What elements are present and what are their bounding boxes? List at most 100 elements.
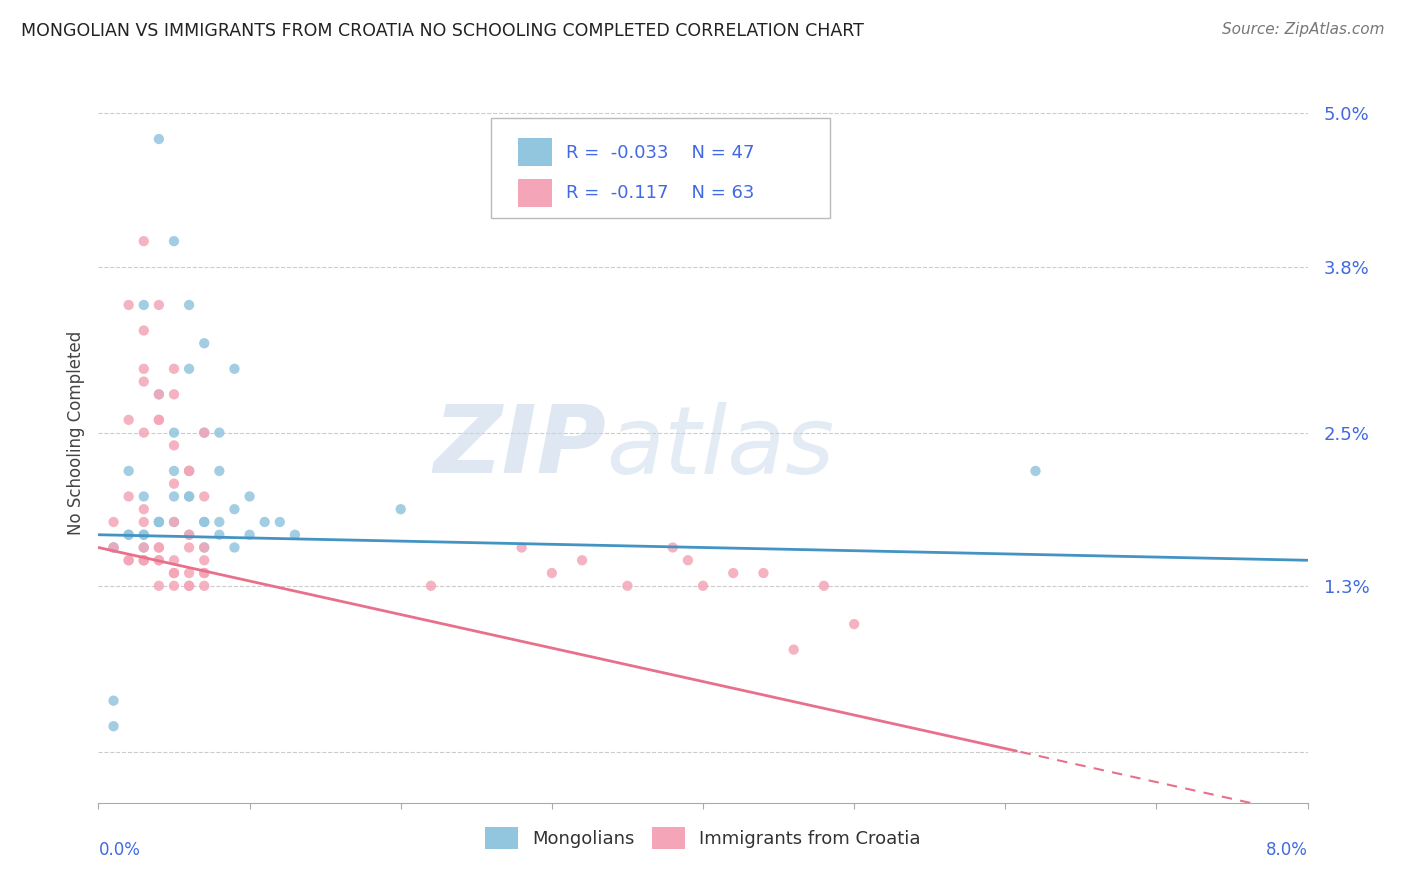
Point — [783, 642, 806, 657]
Point — [148, 515, 170, 529]
Point — [179, 298, 201, 312]
Point — [193, 515, 215, 529]
Point — [103, 719, 125, 733]
Point — [132, 553, 155, 567]
Text: atlas: atlas — [606, 402, 835, 493]
Point — [752, 566, 775, 580]
Point — [676, 553, 699, 567]
Point — [132, 375, 155, 389]
Text: Source: ZipAtlas.com: Source: ZipAtlas.com — [1222, 22, 1385, 37]
Point — [148, 541, 170, 555]
Point — [163, 476, 186, 491]
Point — [103, 694, 125, 708]
Point — [510, 541, 533, 555]
Point — [103, 541, 125, 555]
Point — [163, 464, 186, 478]
Point — [844, 617, 866, 632]
Point — [163, 579, 186, 593]
Point — [179, 527, 201, 541]
Point — [132, 553, 155, 567]
Point — [118, 527, 141, 541]
Point — [103, 541, 125, 555]
Point — [193, 579, 215, 593]
Point — [224, 541, 246, 555]
Point — [193, 425, 215, 440]
Point — [179, 541, 201, 555]
Point — [132, 515, 155, 529]
Bar — [517, 137, 553, 166]
Point — [132, 553, 155, 567]
Point — [132, 324, 155, 338]
Point — [132, 298, 155, 312]
Point — [661, 541, 683, 555]
Point — [148, 387, 170, 401]
Point — [179, 579, 201, 593]
Point — [179, 490, 201, 504]
Point — [163, 553, 186, 567]
Point — [148, 515, 170, 529]
Point — [239, 527, 262, 541]
Point — [389, 502, 412, 516]
Point — [118, 490, 141, 504]
Point — [118, 413, 141, 427]
Point — [193, 490, 215, 504]
Bar — [517, 178, 553, 207]
Point — [269, 515, 291, 529]
Point — [132, 425, 155, 440]
Point — [148, 387, 170, 401]
Point — [813, 579, 835, 593]
Point — [118, 527, 141, 541]
Point — [132, 361, 155, 376]
Text: R =  -0.117    N = 63: R = -0.117 N = 63 — [567, 185, 755, 202]
Text: 8.0%: 8.0% — [1265, 841, 1308, 859]
Point — [163, 361, 186, 376]
Point — [163, 438, 186, 452]
Point — [118, 298, 141, 312]
Point — [163, 515, 186, 529]
Point — [208, 425, 231, 440]
Text: R =  -0.033    N = 47: R = -0.033 N = 47 — [567, 144, 755, 161]
Point — [193, 566, 215, 580]
Point — [193, 553, 215, 567]
Point — [163, 387, 186, 401]
Point — [132, 234, 155, 248]
Point — [148, 515, 170, 529]
Point — [103, 515, 125, 529]
Point — [284, 527, 307, 541]
Point — [616, 579, 638, 593]
Point — [148, 579, 170, 593]
Point — [179, 464, 201, 478]
Point — [132, 502, 155, 516]
Point — [193, 515, 215, 529]
Point — [179, 464, 201, 478]
Point — [208, 464, 231, 478]
Point — [420, 579, 443, 593]
Point — [132, 541, 155, 555]
Text: 0.0%: 0.0% — [98, 841, 141, 859]
Point — [163, 566, 186, 580]
Point — [193, 541, 215, 555]
Point — [193, 336, 215, 351]
Point — [179, 464, 201, 478]
Point — [224, 502, 246, 516]
Point — [179, 579, 201, 593]
Text: MONGOLIAN VS IMMIGRANTS FROM CROATIA NO SCHOOLING COMPLETED CORRELATION CHART: MONGOLIAN VS IMMIGRANTS FROM CROATIA NO … — [21, 22, 863, 40]
Point — [148, 413, 170, 427]
Point — [163, 234, 186, 248]
Point — [132, 490, 155, 504]
Point — [148, 298, 170, 312]
Point — [132, 541, 155, 555]
Point — [132, 527, 155, 541]
Point — [179, 527, 201, 541]
Point — [208, 527, 231, 541]
Legend: Mongolians, Immigrants from Croatia: Mongolians, Immigrants from Croatia — [478, 821, 928, 856]
Point — [148, 413, 170, 427]
Point — [692, 579, 714, 593]
Point — [148, 132, 170, 146]
Point — [224, 361, 246, 376]
Point — [179, 361, 201, 376]
Point — [208, 515, 231, 529]
Point — [179, 490, 201, 504]
FancyBboxPatch shape — [492, 118, 830, 218]
Point — [1025, 464, 1047, 478]
